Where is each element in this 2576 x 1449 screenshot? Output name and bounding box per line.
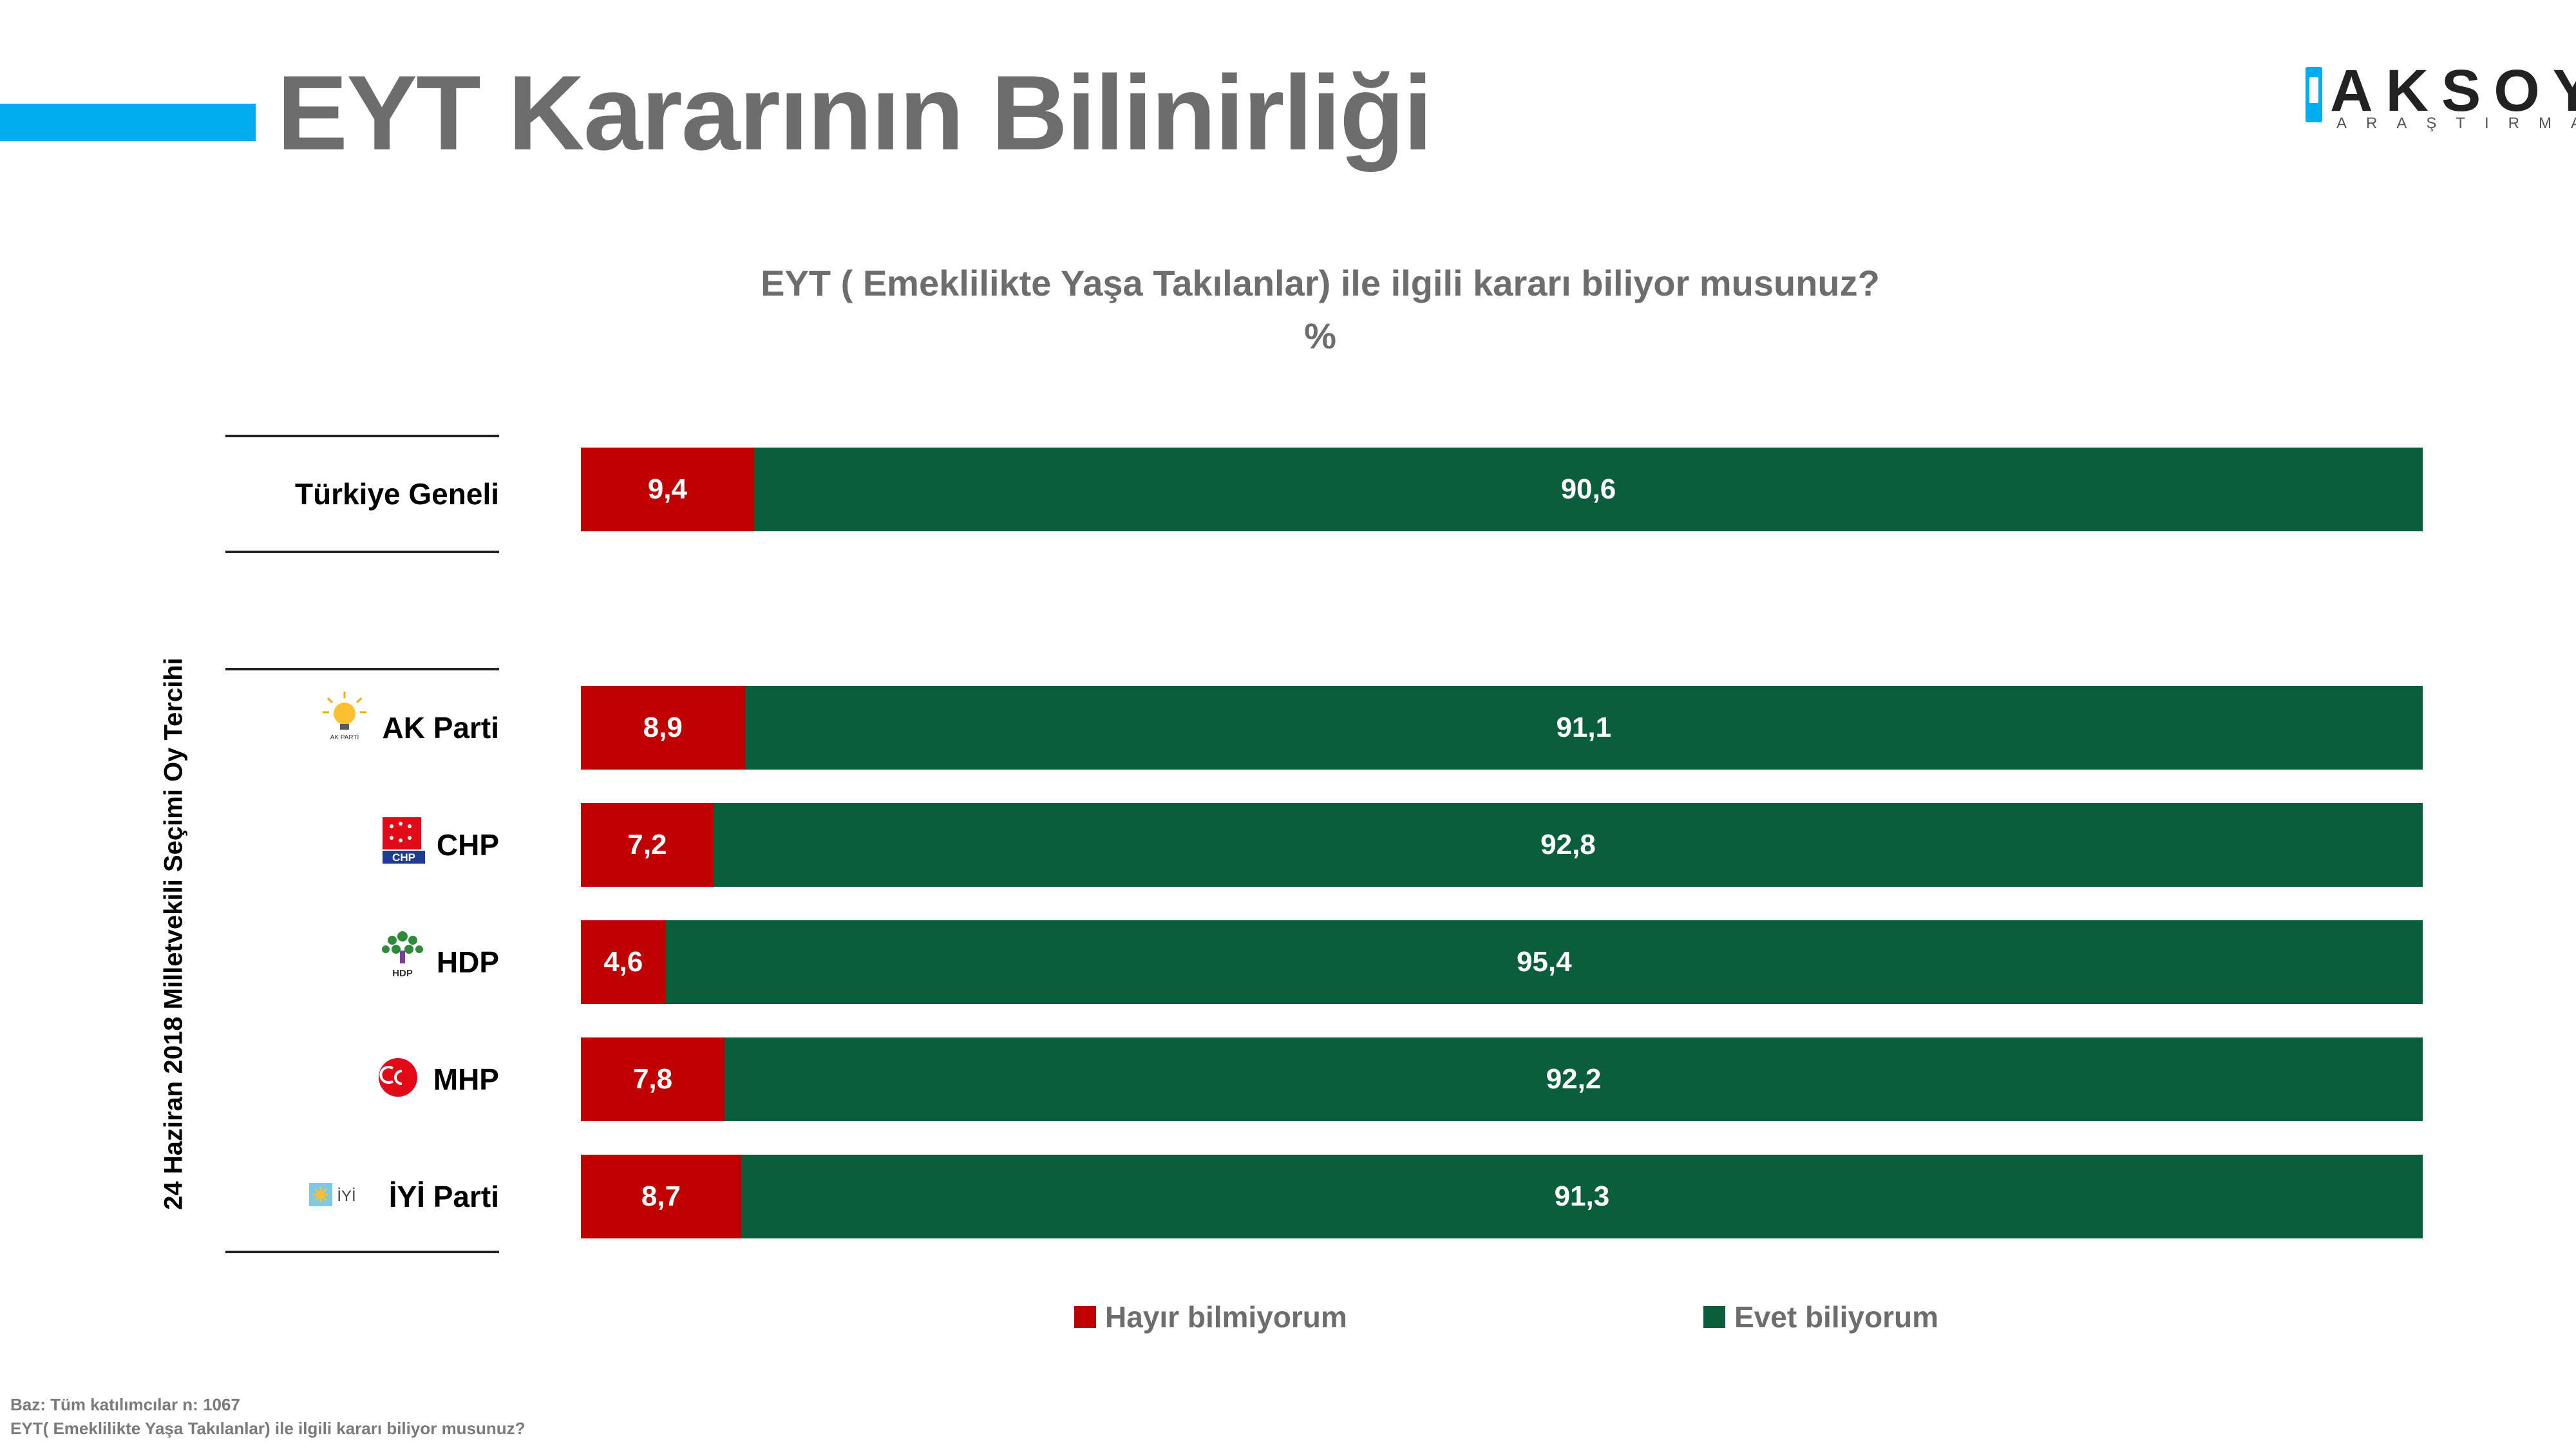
divider-top: [225, 435, 499, 437]
svg-text:HDP: HDP: [392, 968, 413, 979]
bar-evet-turkiye-geneli: [753, 448, 2423, 531]
legend-item-hayir: Hayır bilmiyorum: [1074, 1298, 1347, 1336]
svg-text:AK PARTİ: AK PARTİ: [330, 733, 359, 741]
ak-parti-logo-icon: AK PARTİ: [323, 692, 366, 741]
page-title: EYT Kararının Bilinirliği: [277, 53, 1433, 172]
bar-hayir-ak-parti: [581, 686, 745, 770]
category-label-hdp: HDP: [436, 945, 499, 979]
data-label-hayir-iyi-parti: 8,7: [641, 1180, 681, 1212]
hdp-logo-icon: HDP: [382, 931, 423, 979]
logo-subtitle: ARAŞTIRMA: [2336, 115, 2576, 132]
bar-hayir-chp: [581, 803, 714, 887]
chart-title: EYT ( Emeklilikte Yaşa Takılanlar) ile i…: [761, 263, 1880, 303]
bar-evet-mhp: [724, 1037, 2423, 1121]
data-label-hayir-mhp: 7,8: [632, 1063, 673, 1095]
footnote-question: EYT( Emeklilikte Yaşa Takılanlar) ile il…: [10, 1419, 526, 1438]
legend-label-hayir: Hayır bilmiyorum: [1105, 1300, 1347, 1334]
svg-text:İYİ: İYİ: [337, 1188, 355, 1205]
data-label-evet-hdp: 95,4: [1516, 946, 1572, 978]
category-label-ak-parti: AK Parti: [382, 711, 499, 744]
data-label-evet-chp: 92,8: [1540, 829, 1596, 860]
bar-evet-ak-parti: [744, 686, 2423, 770]
legend-item-evet: Evet biliyorum: [1703, 1298, 1938, 1336]
svg-text:CHP: CHP: [392, 851, 415, 864]
data-label-evet-iyi-parti: 91,3: [1554, 1180, 1610, 1212]
data-label-evet-mhp: 92,2: [1546, 1063, 1602, 1095]
bar-evet-chp: [713, 803, 2423, 887]
legend-swatch-hayir: [1074, 1306, 1096, 1328]
mhp-logo-icon: [379, 1058, 417, 1097]
party-group-label: 24 Haziran 2018 Milletvekili Seçimi Oy T…: [159, 658, 188, 1210]
chp-logo-icon: CHP: [383, 817, 425, 864]
category-label-turkiye-geneli: Türkiye Geneli: [294, 477, 499, 511]
legend-swatch-evet: [1703, 1306, 1725, 1328]
bar-hayir-hdp: [581, 920, 666, 1004]
aksoy-logo: AKSOY ARAŞTIRMA: [2298, 55, 2576, 139]
data-label-hayir-hdp: 4,6: [603, 946, 643, 978]
bar-hayir-iyi-parti: [581, 1155, 741, 1238]
data-label-hayir-turkiye-geneli: 9,4: [647, 473, 687, 505]
bar-evet-iyi-parti: [741, 1155, 2423, 1238]
data-label-hayir-chp: 7,2: [627, 829, 667, 860]
data-label-evet-ak-parti: 91,1: [1556, 712, 1612, 743]
divider-parties-top: [225, 668, 499, 670]
bar-hayir-mhp: [581, 1037, 725, 1121]
divider-general-bottom: [225, 551, 499, 553]
data-label-hayir-ak-parti: 8,9: [643, 712, 683, 743]
footnote-base: Baz: Tüm katılımcılar n: 1067: [10, 1395, 240, 1414]
logo-wordmark: AKSOY: [2330, 58, 2576, 124]
chart-unit: %: [1304, 316, 1336, 356]
category-label-mhp: MHP: [433, 1063, 499, 1096]
divider-parties-bottom: [225, 1251, 499, 1253]
title-accent-bar: [0, 104, 256, 141]
legend-label-evet: Evet biliyorum: [1734, 1300, 1938, 1334]
bar-evet-hdp: [665, 920, 2423, 1004]
data-label-evet-turkiye-geneli: 90,6: [1560, 473, 1616, 505]
bar-hayir-turkiye-geneli: [581, 448, 754, 531]
iyi-parti-logo-icon: İYİ: [309, 1183, 356, 1206]
category-label-chp: CHP: [436, 828, 499, 862]
category-label-iyi-parti: İYİ Parti: [388, 1180, 499, 1213]
